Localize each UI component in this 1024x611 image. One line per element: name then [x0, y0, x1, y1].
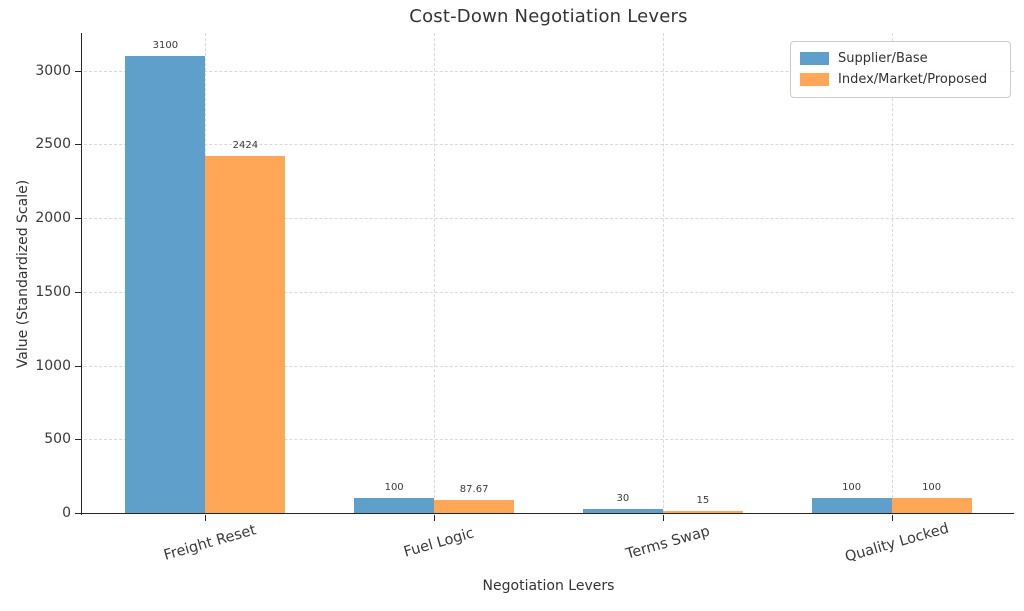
y-gridline: [84, 365, 1014, 367]
bar-value-label: 87.67: [459, 484, 489, 496]
x-tick-mark: [662, 515, 664, 522]
bar-supplier-base-fuel-logic: [354, 498, 435, 513]
y-tick-mark: [75, 291, 82, 293]
y-tick-mark: [75, 439, 82, 441]
bar-value-label: 100: [384, 482, 404, 494]
y-gridline: [84, 439, 1014, 441]
chart-title: Cost-Down Negotiation Levers: [409, 6, 688, 27]
x-gridline: [891, 33, 893, 513]
y-tick-label: 2000: [35, 210, 71, 227]
bar-index-market-proposed-terms-swap: [662, 510, 743, 513]
legend-label: Supplier/Base: [838, 51, 928, 66]
legend-entry: Supplier/Base: [800, 48, 1000, 69]
y-tick-label: 1000: [35, 357, 71, 374]
y-tick-label: 2500: [35, 136, 71, 153]
x-tick-label: Fuel Logic: [402, 525, 477, 561]
x-tick-mark: [891, 515, 893, 522]
bar-value-label: 100: [842, 482, 862, 494]
bar-value-label: 2424: [232, 139, 259, 151]
y-gridline: [84, 144, 1014, 146]
legend: Supplier/Base Index/Market/Proposed: [790, 41, 1011, 98]
x-tick-mark: [205, 515, 207, 522]
y-gridline: [84, 70, 1014, 72]
bar-supplier-base-freight-reset: [125, 55, 206, 513]
x-tick-mark: [434, 515, 436, 522]
y-tick-mark: [75, 365, 82, 367]
bar-value-label: 3100: [152, 39, 179, 51]
x-tick-label: Terms Swap: [624, 523, 712, 563]
x-gridline: [434, 33, 436, 513]
y-axis-spine: [81, 33, 83, 515]
bar-index-market-proposed-freight-reset: [205, 155, 286, 513]
y-gridline: [84, 218, 1014, 220]
x-tick-label: Quality Locked: [842, 520, 951, 566]
bar-value-label: 30: [616, 492, 630, 504]
y-gridline: [84, 291, 1014, 293]
x-tick-label: Freight Reset: [162, 522, 259, 564]
x-gridline: [662, 33, 664, 513]
y-tick-mark: [75, 218, 82, 220]
bar-value-label: 100: [922, 482, 942, 494]
y-tick-mark: [75, 513, 82, 514]
x-axis-spine: [81, 513, 1014, 514]
bar-supplier-base-quality-locked: [811, 498, 892, 513]
y-tick-mark: [75, 70, 82, 72]
y-tick-label: 3000: [35, 62, 71, 79]
y-tick-label: 0: [62, 505, 71, 521]
bar-supplier-base-terms-swap: [582, 508, 663, 513]
legend-swatch-icon: [800, 52, 829, 65]
y-tick-mark: [75, 144, 82, 146]
y-tick-label: 1500: [35, 283, 71, 300]
legend-swatch-icon: [800, 73, 829, 86]
legend-entry: Index/Market/Proposed: [800, 69, 1000, 90]
bar-value-label: 15: [696, 494, 710, 506]
y-tick-label: 500: [44, 431, 71, 448]
bar-index-market-proposed-quality-locked: [891, 498, 972, 513]
bar-index-market-proposed-fuel-logic: [434, 500, 515, 513]
legend-label: Index/Market/Proposed: [838, 72, 988, 87]
x-axis-label: Negotiation Levers: [482, 578, 615, 594]
